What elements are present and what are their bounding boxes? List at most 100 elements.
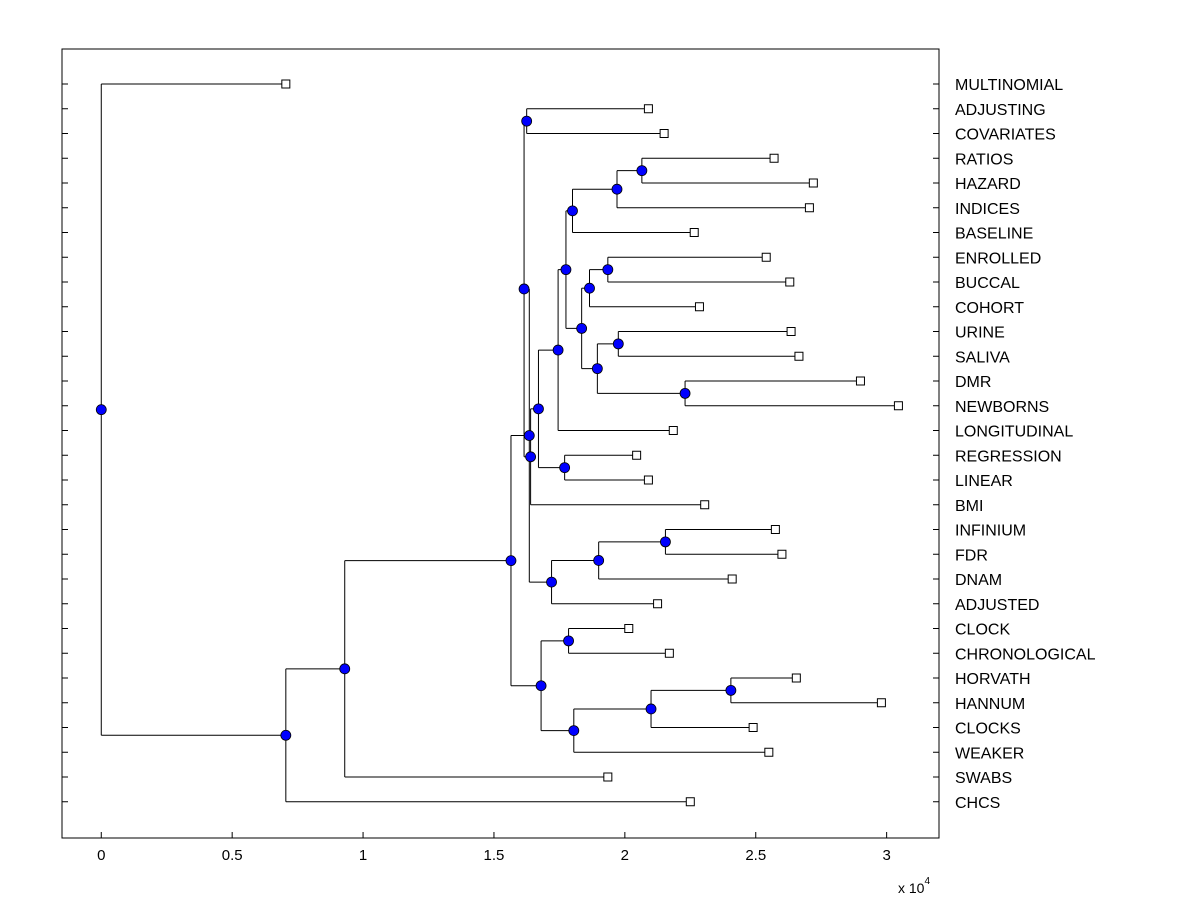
- leaf-label: SWABS: [955, 770, 1012, 787]
- node-marker: [593, 555, 605, 566]
- leaf-marker: [664, 648, 674, 658]
- leaf-marker: [748, 723, 758, 732]
- leaf-label: INDICES: [955, 201, 1020, 218]
- x-axis-multiplier-base: x 10: [898, 880, 925, 896]
- x-axis-multiplier: x 104: [898, 876, 930, 896]
- leaf-label: RATIOS: [955, 151, 1013, 168]
- leaf-marker: [794, 351, 804, 361]
- x-tick-label: 1: [359, 847, 367, 864]
- node-marker: [567, 205, 578, 217]
- leaf-marker: [727, 574, 737, 584]
- node-marker: [533, 403, 544, 415]
- node-marker: [560, 264, 572, 276]
- node-marker: [636, 165, 648, 177]
- markers-layer: [95, 79, 903, 807]
- leaf-marker: [643, 475, 653, 485]
- leaf-label: URINE: [955, 325, 1005, 342]
- leaf-marker: [804, 203, 814, 213]
- node-marker: [280, 729, 292, 741]
- x-axis-multiplier-exponent: 4: [924, 876, 930, 887]
- leaf-marker: [893, 401, 903, 411]
- leaf-marker: [764, 747, 774, 757]
- leaf-marker: [761, 252, 771, 262]
- leaf-marker: [786, 327, 796, 336]
- node-marker: [535, 680, 547, 692]
- leaf-marker: [624, 624, 634, 633]
- leaf-label: COVARIATES: [955, 127, 1056, 144]
- leaf-label: LINEAR: [955, 473, 1013, 490]
- leaf-marker: [808, 178, 818, 188]
- labels-layer: MULTINOMIAL ADJUSTING COVARIATES RATIOS HAZA…: [955, 77, 1096, 812]
- node-marker: [559, 462, 571, 474]
- leaf-marker: [281, 79, 291, 89]
- leaf-label: NEWBORNS: [955, 399, 1049, 416]
- x-tick-label: 1.5: [484, 847, 505, 864]
- leaf-label: BMI: [955, 498, 983, 515]
- leaf-label: WEAKER: [955, 745, 1024, 762]
- branches-layer: [100, 83, 899, 803]
- leaf-label: ADJUSTED: [955, 597, 1039, 614]
- node-marker: [95, 404, 107, 416]
- node-marker: [546, 576, 557, 588]
- x-tick-label: 2: [621, 847, 629, 864]
- node-marker: [563, 635, 574, 647]
- leaf-marker: [689, 228, 699, 237]
- leaf-label: REGRESSION: [955, 448, 1062, 465]
- node-marker: [525, 451, 537, 463]
- node-marker: [612, 338, 624, 350]
- leaf-marker: [603, 772, 613, 782]
- leaf-label: COHORT: [955, 300, 1024, 317]
- x-tick-label: 2.5: [745, 847, 766, 864]
- leaf-marker: [855, 376, 865, 386]
- leaf-label: HAZARD: [955, 176, 1021, 193]
- node-marker: [725, 684, 737, 696]
- node-marker: [645, 703, 657, 715]
- leaf-label: DMR: [955, 374, 991, 391]
- leaf-label: CLOCK: [955, 622, 1010, 639]
- leaf-marker: [700, 500, 710, 510]
- leaf-label: FDR: [955, 547, 988, 564]
- leaf-label: LONGITUDINAL: [955, 424, 1073, 441]
- node-marker: [339, 663, 351, 675]
- leaf-marker: [685, 797, 695, 807]
- leaf-marker: [653, 599, 663, 609]
- leaf-marker: [770, 525, 780, 534]
- node-marker: [505, 555, 517, 567]
- node-marker: [602, 264, 614, 276]
- x-tick-label: 0.5: [222, 847, 243, 864]
- x-tick-label: 0: [97, 847, 105, 864]
- leaf-marker: [694, 302, 704, 312]
- node-marker: [611, 183, 623, 195]
- leaf-label: DNAM: [955, 572, 1002, 589]
- leaf-label: BASELINE: [955, 226, 1033, 243]
- leaf-label: CLOCKS: [955, 721, 1021, 738]
- leaf-label: CHRONOLOGICAL: [955, 646, 1096, 663]
- node-marker: [576, 323, 588, 334]
- leaf-label: ENROLLED: [955, 250, 1041, 267]
- leaf-marker: [769, 153, 779, 163]
- leaf-label: SALIVA: [955, 349, 1010, 366]
- leaf-label: CHCS: [955, 795, 1000, 812]
- node-marker: [521, 115, 533, 127]
- leaf-label: INFINIUM: [955, 523, 1026, 540]
- plot-frame: [61, 48, 940, 839]
- leaf-marker: [643, 104, 653, 114]
- leaf-marker: [632, 450, 642, 460]
- leaf-label: MULTINOMIAL: [955, 77, 1063, 94]
- node-marker: [523, 430, 535, 441]
- node-marker: [518, 283, 530, 295]
- node-marker: [568, 725, 580, 736]
- node-marker: [591, 363, 603, 375]
- node-marker: [660, 536, 671, 548]
- leaf-label: HANNUM: [955, 696, 1025, 713]
- leaf-label: BUCCAL: [955, 275, 1020, 292]
- leaf-marker: [777, 549, 787, 559]
- leaf-marker: [668, 426, 678, 435]
- node-marker: [584, 282, 595, 294]
- leaf-marker: [791, 673, 801, 683]
- leaf-marker: [659, 129, 669, 138]
- x-tick-label: 3: [882, 847, 890, 864]
- leaf-label: ADJUSTING: [955, 102, 1046, 119]
- leaf-marker: [785, 277, 795, 287]
